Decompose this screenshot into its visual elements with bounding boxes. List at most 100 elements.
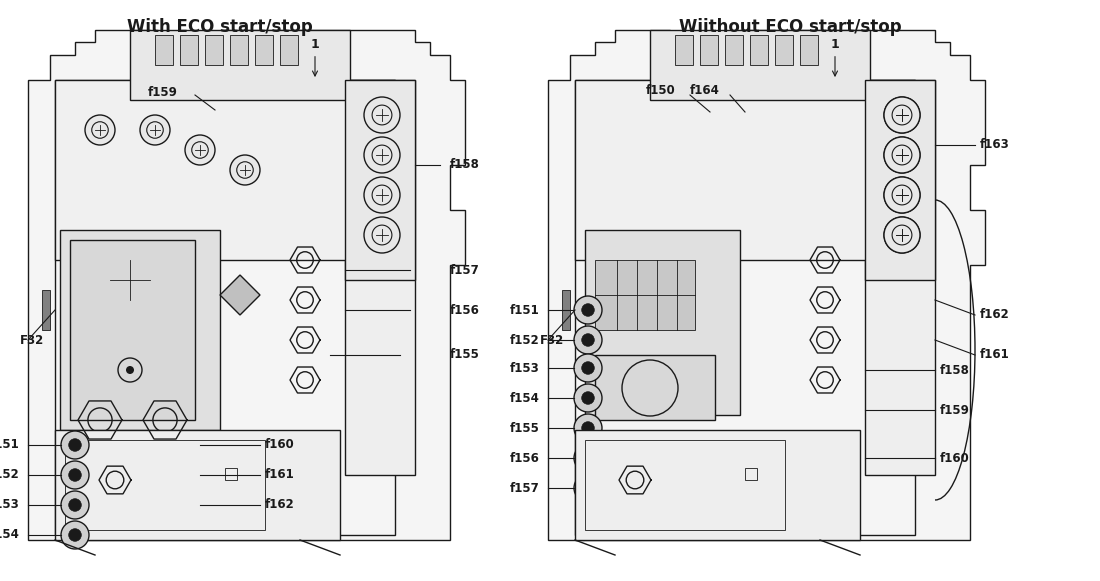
Bar [345, 80, 415, 475]
Bar [205, 35, 223, 65]
Circle shape [126, 366, 134, 374]
Text: f161: f161 [265, 468, 295, 482]
Bar [42, 290, 50, 330]
Circle shape [884, 217, 920, 253]
Circle shape [60, 491, 89, 519]
Bar [776, 35, 793, 65]
Polygon shape [595, 355, 715, 420]
Circle shape [884, 137, 920, 173]
Text: F32: F32 [20, 333, 44, 346]
Text: f153: f153 [510, 361, 540, 375]
Circle shape [582, 451, 594, 464]
Polygon shape [220, 275, 260, 315]
Circle shape [574, 326, 602, 354]
Bar [55, 430, 340, 540]
Circle shape [364, 177, 400, 213]
Circle shape [574, 444, 602, 472]
Circle shape [582, 304, 594, 316]
Text: f160: f160 [265, 439, 295, 451]
Text: 1: 1 [830, 38, 839, 76]
Circle shape [884, 177, 920, 213]
Text: f162: f162 [980, 309, 1010, 321]
Text: f158: f158 [450, 159, 480, 171]
Text: With ECO start/stop: With ECO start/stop [128, 18, 312, 36]
Text: f151: f151 [510, 303, 540, 317]
Text: f158: f158 [940, 364, 970, 376]
Circle shape [582, 422, 594, 435]
Text: f153: f153 [0, 498, 20, 511]
Circle shape [364, 97, 400, 133]
Text: Wiithout ECO start/stop: Wiithout ECO start/stop [679, 18, 901, 36]
Bar [130, 30, 350, 100]
Circle shape [884, 137, 920, 173]
Text: f162: f162 [265, 498, 295, 511]
Text: f155: f155 [510, 421, 540, 435]
Polygon shape [548, 30, 984, 540]
Bar [226, 468, 236, 480]
Text: f156: f156 [450, 303, 480, 317]
Text: f154: f154 [510, 392, 540, 404]
Bar [585, 230, 740, 415]
Circle shape [68, 469, 81, 481]
Text: f160: f160 [940, 451, 970, 464]
Bar [725, 35, 742, 65]
Circle shape [68, 439, 81, 451]
Text: f164: f164 [690, 84, 721, 96]
Bar [60, 230, 220, 430]
Circle shape [574, 414, 602, 442]
Circle shape [364, 137, 400, 173]
Circle shape [574, 296, 602, 324]
Circle shape [574, 384, 602, 412]
Circle shape [140, 115, 170, 145]
Bar [55, 80, 395, 535]
Bar [675, 35, 693, 65]
Circle shape [68, 529, 81, 541]
Circle shape [68, 498, 81, 511]
Bar [750, 35, 768, 65]
Text: f150: f150 [646, 84, 675, 96]
Circle shape [364, 217, 400, 253]
Text: F32: F32 [540, 333, 564, 346]
Bar [650, 30, 870, 100]
Text: f152: f152 [0, 468, 20, 482]
Polygon shape [28, 30, 465, 540]
Circle shape [85, 115, 116, 145]
Bar [575, 80, 915, 260]
Bar [700, 35, 718, 65]
Text: f157: f157 [510, 482, 540, 494]
Circle shape [582, 362, 594, 374]
Circle shape [582, 482, 594, 494]
Bar [595, 260, 695, 330]
Bar [255, 35, 273, 65]
Circle shape [884, 177, 920, 213]
Circle shape [884, 97, 920, 133]
Bar [562, 290, 570, 330]
Bar [280, 35, 298, 65]
Bar [155, 35, 173, 65]
Circle shape [574, 354, 602, 382]
Bar [585, 440, 785, 530]
Text: f163: f163 [980, 138, 1010, 152]
Text: 1: 1 [310, 38, 319, 76]
Bar [180, 35, 198, 65]
Circle shape [60, 431, 89, 459]
Circle shape [60, 461, 89, 489]
Bar [800, 35, 818, 65]
Bar [575, 80, 915, 535]
Circle shape [582, 392, 594, 404]
Text: f157: f157 [450, 264, 480, 277]
Circle shape [884, 217, 920, 253]
Text: f154: f154 [0, 529, 20, 541]
Bar [865, 80, 935, 475]
Bar [575, 430, 860, 540]
Circle shape [230, 155, 260, 185]
Text: f152: f152 [510, 333, 540, 346]
Text: f155: f155 [450, 349, 480, 361]
Circle shape [582, 333, 594, 346]
Bar [865, 80, 935, 280]
Text: f151: f151 [0, 439, 20, 451]
Bar [345, 80, 415, 280]
Text: f156: f156 [510, 451, 540, 464]
Circle shape [884, 97, 920, 133]
Bar [65, 440, 265, 530]
